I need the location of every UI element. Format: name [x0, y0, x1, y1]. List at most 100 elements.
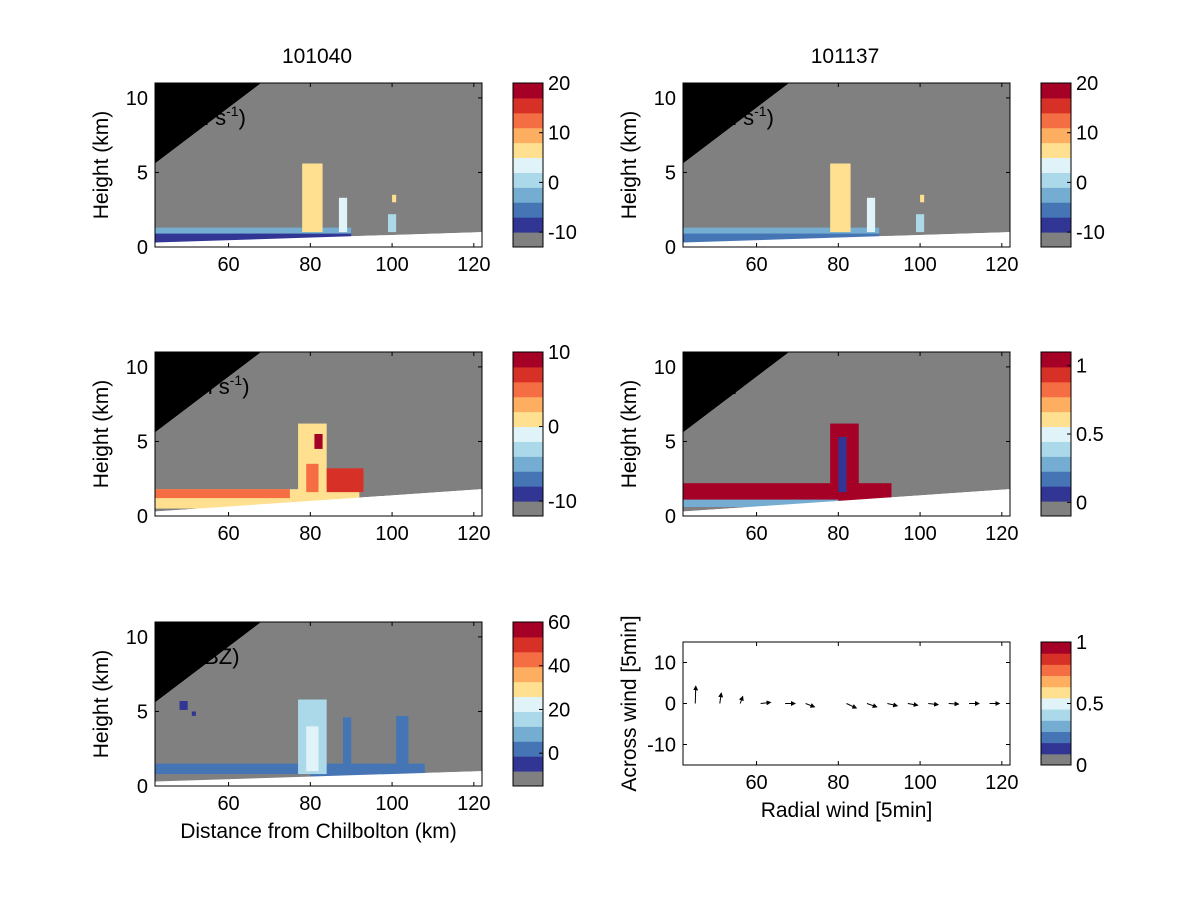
plot-area — [155, 622, 482, 786]
colorbar-segment — [513, 696, 543, 712]
wind-vector — [846, 703, 858, 709]
colorbar-segment — [1041, 709, 1071, 721]
colorbar-segment — [1041, 642, 1071, 654]
y-tick-label: 10 — [654, 357, 676, 379]
colorbar-segment — [1041, 471, 1071, 487]
plot-area — [155, 83, 482, 247]
colorbar-segment — [513, 366, 543, 383]
y-tick-label: 10 — [126, 357, 148, 379]
colorbar-segment — [513, 651, 543, 668]
unit-superscript: -1 — [754, 103, 767, 119]
below-beam — [683, 232, 1010, 247]
mask-bg — [683, 83, 1010, 164]
colorbar-tick-label: 40 — [548, 656, 570, 678]
axes-frame — [154, 621, 483, 787]
colorbar-segment — [513, 352, 543, 368]
colorbar-segment — [1041, 127, 1071, 144]
colorbar-frame — [512, 82, 544, 248]
plot-area — [155, 352, 482, 516]
colorbar-segment — [513, 636, 543, 653]
plot-area — [683, 83, 1010, 247]
x-tick-label: 80 — [299, 793, 321, 815]
echo-cell — [306, 463, 319, 493]
colorbar-segment — [513, 622, 543, 638]
y-tick-label: 5 — [137, 162, 148, 184]
mask-bg — [155, 622, 482, 703]
y-tick-label: 0 — [137, 506, 148, 528]
colorbar-segment — [513, 456, 543, 472]
x-tick-label: 120 — [457, 793, 490, 815]
x-tick-label: 100 — [903, 523, 936, 545]
x-tick-label: 120 — [985, 523, 1018, 545]
colorbar-tick-label: -10 — [1076, 222, 1105, 244]
colorbar-tick-label: -10 — [548, 222, 577, 244]
echo-cell — [387, 214, 397, 233]
y-axis-label: Height (km) — [90, 650, 113, 759]
colorbar-tick-label: 0 — [548, 172, 559, 194]
echo-cell — [179, 701, 188, 710]
colorbar-tick-label: 0 — [1076, 492, 1087, 514]
colorbar-segment — [1041, 675, 1071, 688]
colorbar-segment — [513, 441, 543, 457]
y-tick-label: 5 — [137, 431, 148, 453]
echo-cell — [866, 197, 876, 233]
wind-vector — [738, 695, 744, 704]
below-beam — [155, 232, 482, 247]
echo-cell — [683, 227, 880, 234]
colorbar-segment — [513, 486, 543, 502]
colorbar-segment — [513, 127, 543, 144]
echo-cell — [155, 774, 311, 782]
colorbar: 10 0 -10 — [512, 342, 577, 517]
below-beam — [683, 489, 1010, 516]
mask-bg — [155, 83, 482, 164]
colorbar-segment — [513, 711, 543, 727]
wind-vector — [928, 701, 940, 707]
colorbar-segment — [1041, 501, 1071, 517]
colorbar-segment — [513, 172, 543, 188]
plot-area — [693, 685, 1001, 709]
colorbar-segment — [513, 217, 543, 233]
colorbar-tick-label: 1 — [1076, 356, 1087, 378]
axes-frame — [682, 351, 1011, 517]
y-tick-label: 0 — [137, 776, 148, 798]
below-beam — [155, 489, 482, 516]
colorbar-segment — [513, 142, 543, 159]
plot-area — [683, 352, 1010, 516]
below-beam — [155, 771, 482, 786]
colorbar: 20 10 0 -10 — [1040, 73, 1105, 248]
echo-cell — [155, 489, 290, 499]
x-tick-label: 120 — [985, 254, 1018, 276]
unit-close: ) — [239, 105, 246, 130]
echo-cell — [838, 436, 847, 493]
mask-bg — [683, 352, 1010, 433]
colorbar-segment — [513, 726, 543, 742]
panel-z_left: Z (dBZ) 60 80 100 120 0 5 10 Height (km) Distance… — [90, 612, 570, 843]
colorbar-tick-label: 0 — [1076, 172, 1087, 194]
y-axis-label: Height (km) — [90, 380, 113, 489]
colorbar-segment — [513, 471, 543, 487]
variable-label: Z (dBZ) — [165, 644, 240, 669]
wind-vector — [760, 700, 772, 706]
figure-title-left: 101040 — [282, 45, 352, 68]
colorbar-frame — [1040, 82, 1072, 248]
colorbar-segment — [1041, 396, 1071, 413]
echo-cell — [302, 163, 323, 233]
colorbar-segment — [513, 157, 543, 173]
x-tick-label: 120 — [457, 523, 490, 545]
colorbar-segment — [1041, 697, 1071, 710]
colorbar-segment — [1041, 686, 1071, 699]
echo-cell — [343, 717, 352, 773]
colorbar-tick-label: 0.5 — [1076, 694, 1104, 716]
x-tick-label: 60 — [217, 793, 239, 815]
y-tick-label: 0 — [665, 506, 676, 528]
x-tick-label: 100 — [375, 523, 408, 545]
x-tick-label: 80 — [827, 772, 849, 794]
colorbar-frame — [512, 351, 544, 517]
y-tick-label: 0 — [137, 237, 148, 259]
colorbar-segment — [1041, 352, 1071, 368]
colorbar-segment — [1041, 441, 1071, 457]
colorbar-segment — [1041, 142, 1071, 159]
